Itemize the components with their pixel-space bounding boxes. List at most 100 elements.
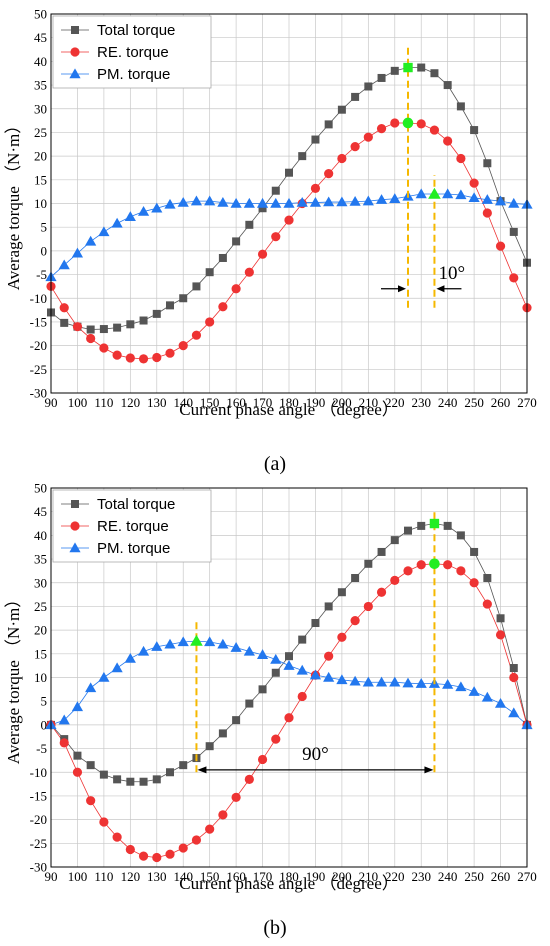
data-point [375, 194, 388, 204]
data-point [285, 168, 293, 177]
data-point [284, 215, 294, 225]
data-point [112, 832, 122, 842]
y-tick-label: -10 [30, 765, 47, 780]
x-tick-label: 110 [94, 395, 113, 410]
x-tick-label: 140 [173, 869, 193, 884]
x-tick-label: 150 [200, 395, 220, 410]
x-tick-label: 260 [491, 869, 511, 884]
data-point [139, 777, 148, 786]
y-tick-label: 0 [41, 243, 48, 258]
x-tick-label: 260 [491, 395, 511, 410]
data-point [417, 63, 426, 72]
data-point [363, 132, 373, 142]
data-point [166, 301, 174, 310]
data-point [324, 169, 334, 179]
data-point [152, 775, 161, 784]
data-point [309, 196, 322, 207]
data-point [495, 630, 506, 640]
legend-marker [70, 521, 80, 531]
data-point [430, 69, 439, 78]
x-tick-label: 100 [68, 869, 88, 884]
data-point [296, 664, 308, 675]
data-point [124, 211, 136, 221]
data-point [483, 574, 492, 583]
data-point [258, 204, 267, 213]
data-point [283, 660, 295, 670]
data-point [58, 714, 70, 725]
data-point [85, 682, 97, 693]
data-point [177, 636, 189, 647]
x-tick-label: 180 [279, 395, 299, 410]
data-point [152, 852, 162, 863]
data-point [218, 810, 228, 820]
data-point [337, 632, 347, 642]
legend-marker [71, 26, 79, 34]
data-point [231, 284, 241, 294]
data-point [390, 536, 399, 545]
data-point [390, 575, 400, 585]
data-point [336, 196, 348, 207]
data-point [166, 768, 174, 777]
x-tick-label: 210 [359, 395, 379, 410]
data-point [362, 195, 374, 206]
data-point [205, 824, 215, 834]
data-point [98, 671, 110, 682]
y-tick-label: 45 [34, 504, 47, 519]
legend-label: Total torque [97, 496, 175, 513]
data-point [495, 241, 506, 251]
data-point [258, 685, 267, 694]
data-point [483, 159, 492, 168]
data-point [99, 817, 109, 827]
data-point [245, 220, 254, 229]
data-point [271, 734, 281, 744]
data-point [231, 792, 241, 802]
y-tick-label: 35 [34, 552, 47, 567]
data-point [137, 205, 150, 216]
data-point [389, 193, 401, 203]
data-point [164, 638, 176, 649]
data-point [256, 649, 269, 659]
data-point [481, 194, 493, 204]
data-point [191, 835, 202, 845]
data-point [257, 249, 268, 259]
data-point [351, 574, 360, 583]
data-point [296, 196, 308, 207]
y-tick-label: 30 [34, 575, 47, 590]
data-point [192, 282, 201, 291]
data-point [469, 178, 479, 188]
data-point [298, 152, 307, 161]
x-tick-label: 170 [253, 395, 273, 410]
data-point [323, 196, 335, 207]
data-point [309, 669, 322, 680]
data-point [113, 323, 122, 332]
data-point [152, 309, 161, 318]
data-point [271, 186, 280, 195]
y-tick-label: 35 [34, 78, 47, 93]
data-point [270, 653, 282, 664]
data-point [310, 183, 321, 193]
data-point [113, 775, 122, 784]
data-point [509, 227, 518, 236]
data-point [164, 198, 176, 209]
data-point [243, 645, 255, 656]
data-point [311, 135, 320, 144]
plot-frame [50, 13, 528, 394]
x-tick-label: 200 [332, 869, 352, 884]
x-tick-label: 120 [121, 395, 141, 410]
data-point [377, 73, 386, 82]
panel-label: (b) [263, 917, 286, 939]
legend-marker [69, 68, 81, 79]
data-point [324, 651, 334, 661]
data-point [126, 320, 135, 329]
data-point [323, 671, 335, 682]
data-point [416, 119, 426, 129]
data-point [351, 92, 360, 101]
x-tick-label: 120 [121, 869, 141, 884]
data-point [509, 664, 518, 673]
data-point [112, 350, 122, 360]
data-point [337, 153, 347, 164]
y-axis-label: Average torque （N·m） [4, 591, 23, 764]
data-point [257, 754, 268, 765]
data-point [204, 636, 216, 647]
